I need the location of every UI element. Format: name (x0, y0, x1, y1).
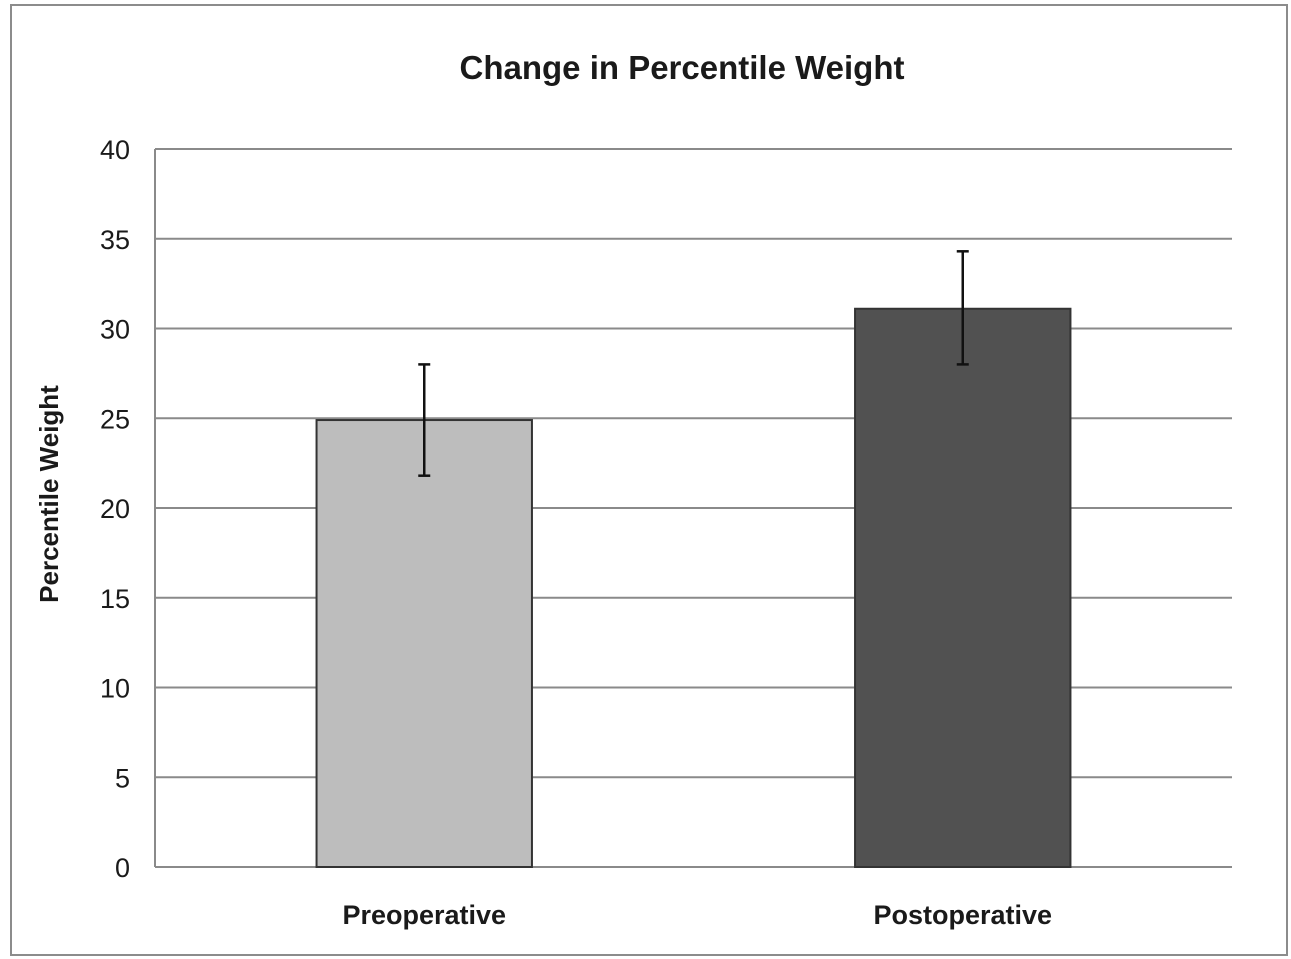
bars (315, 307, 1072, 868)
y-tick-label: 10 (100, 674, 130, 704)
x-tick-labels: Preoperative Postoperative (342, 900, 1052, 930)
bar (315, 419, 533, 868)
y-tick-label: 30 (100, 315, 130, 345)
y-tick-label: 25 (100, 404, 130, 434)
x-tick-label: Preoperative (342, 900, 506, 930)
y-axis-label: Percentile Weight (34, 385, 64, 603)
chart-title: Change in Percentile Weight (460, 49, 905, 86)
y-tick-label: 40 (100, 135, 130, 165)
y-tick-label: 35 (100, 225, 130, 255)
y-tick-labels: 0 5 10 15 20 25 30 35 40 (100, 135, 130, 883)
error-bar (418, 363, 431, 477)
y-tick-label: 0 (115, 853, 130, 883)
error-bar (956, 250, 969, 366)
x-tick-label: Postoperative (873, 900, 1052, 930)
y-tick-label: 5 (115, 763, 130, 793)
y-tick-label: 15 (100, 584, 130, 614)
error-bars (418, 250, 969, 477)
chart-frame (10, 4, 1288, 956)
bar (854, 307, 1072, 868)
y-tick-label: 20 (100, 494, 130, 524)
